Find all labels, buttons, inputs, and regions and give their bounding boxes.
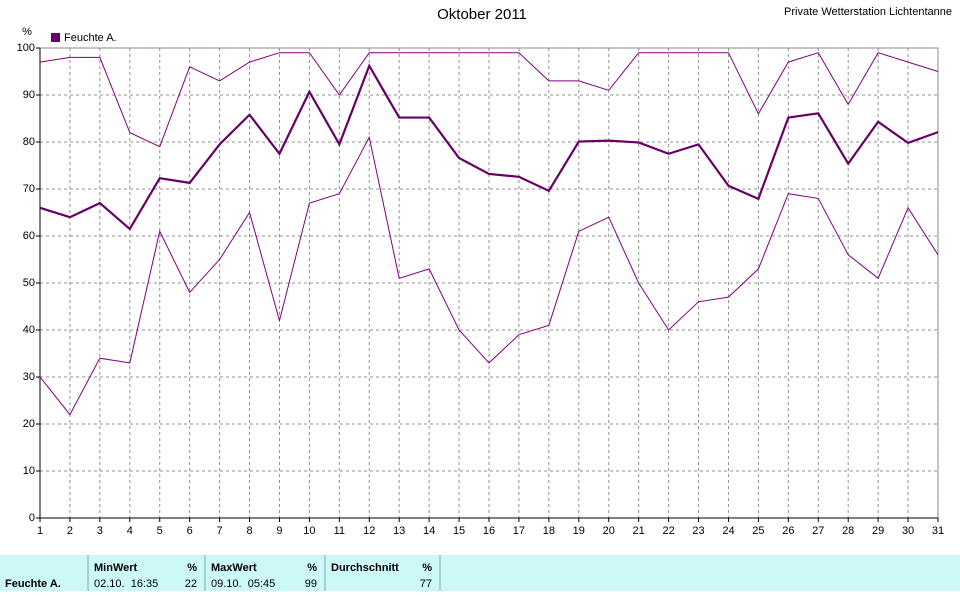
legend-label: Feuchte A. (64, 32, 117, 44)
x-tick-label: 29 (872, 525, 884, 537)
x-tick-label: 9 (276, 525, 282, 537)
y-tick-label: 40 (23, 324, 35, 336)
x-tick-label: 23 (692, 525, 704, 537)
y-tick-label: 100 (17, 42, 35, 54)
x-tick-label: 22 (662, 525, 674, 537)
data-line (39, 63, 939, 231)
summary-band (0, 555, 960, 591)
y-tick-label: 90 (23, 89, 35, 101)
x-tick-label: 3 (97, 525, 103, 537)
x-tick-label: 10 (303, 525, 315, 537)
x-tick-label: 25 (752, 525, 764, 537)
x-tick-label: 20 (603, 525, 615, 537)
data-line (39, 135, 939, 416)
x-tick-label: 4 (127, 525, 133, 537)
chart-subtitle: Private Wetterstation Lichtentanne (784, 6, 952, 18)
y-tick-label: 0 (29, 512, 35, 524)
x-tick-label: 31 (932, 525, 944, 537)
x-tick-label: 30 (902, 525, 914, 537)
y-tick-label: 10 (23, 465, 35, 477)
x-tick-label: 21 (633, 525, 645, 537)
x-tick-label: 13 (393, 525, 405, 537)
x-tick-label: 12 (363, 525, 375, 537)
x-tick-label: 7 (217, 525, 223, 537)
x-tick-label: 26 (782, 525, 794, 537)
summary-value: 22 (185, 578, 197, 590)
y-tick-label: 80 (23, 136, 35, 148)
summary-value: 77 (420, 578, 432, 590)
x-tick-label: 17 (513, 525, 525, 537)
x-tick-label: 1 (37, 525, 43, 537)
y-axis-label: % (22, 26, 32, 38)
summary-time: 02.10. 16:35 (94, 578, 158, 590)
summary-value: 99 (305, 578, 317, 590)
summary-time: 09.10. 05:45 (211, 578, 275, 590)
data-line (39, 52, 939, 148)
y-tick-label: 70 (23, 183, 35, 195)
x-tick-label: 15 (453, 525, 465, 537)
summary-unit: % (187, 562, 197, 574)
chart-title: Oktober 2011 (437, 6, 527, 23)
x-tick-label: 11 (334, 525, 345, 537)
summary-unit: % (307, 562, 317, 574)
x-tick-label: 27 (812, 525, 824, 537)
y-tick-label: 50 (23, 277, 35, 289)
y-tick-label: 20 (23, 418, 35, 430)
x-tick-label: 6 (187, 525, 193, 537)
x-tick-label: 5 (157, 525, 163, 537)
summary-label: Feuchte A. (5, 578, 61, 590)
x-tick-label: 8 (246, 525, 252, 537)
summary-unit: % (422, 562, 432, 574)
x-tick-label: 19 (573, 525, 585, 537)
y-tick-label: 30 (23, 371, 35, 383)
summary-header: MinWert (94, 562, 138, 574)
x-tick-label: 24 (722, 525, 734, 537)
x-tick-label: 16 (483, 525, 495, 537)
x-tick-label: 18 (543, 525, 555, 537)
x-tick-label: 28 (842, 525, 854, 537)
legend-swatch (51, 33, 60, 42)
x-tick-label: 2 (67, 525, 73, 537)
x-tick-label: 14 (423, 525, 435, 537)
summary-header: MaxWert (211, 562, 257, 574)
y-tick-label: 60 (23, 230, 35, 242)
summary-header: Durchschnitt (331, 562, 399, 574)
